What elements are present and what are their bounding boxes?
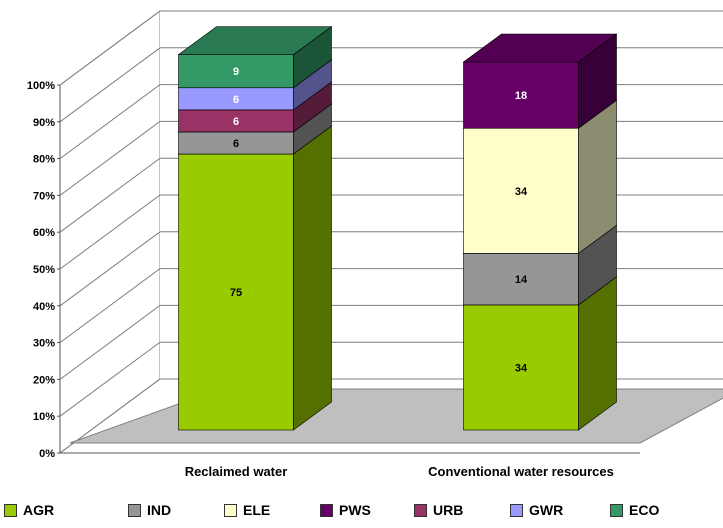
bar-front bbox=[178, 54, 294, 89]
data-label: 34 bbox=[515, 362, 528, 374]
legend-swatch bbox=[4, 503, 17, 517]
bar-segment-eco bbox=[177, 26, 333, 89]
y-tick-label: 90% bbox=[33, 117, 55, 129]
y-tick-label: 70% bbox=[33, 190, 55, 202]
category-label: Conventional water resources bbox=[428, 464, 614, 479]
data-label: 75 bbox=[230, 287, 242, 299]
data-labels: 75 6 6 6 9 34 14 34 18 bbox=[230, 66, 528, 374]
gridline bbox=[59, 10, 723, 86]
legend-swatch bbox=[320, 503, 333, 517]
bar-front bbox=[463, 304, 579, 431]
legend-swatch bbox=[414, 503, 427, 517]
data-label: 14 bbox=[515, 274, 528, 286]
bar-front bbox=[463, 127, 579, 254]
chart-floor bbox=[69, 388, 723, 444]
bar-top bbox=[177, 26, 333, 55]
legend-swatch bbox=[224, 503, 237, 517]
legend-label: PWS bbox=[339, 502, 371, 518]
data-label: 6 bbox=[233, 138, 239, 150]
legend-item-agr: AGR bbox=[4, 502, 54, 518]
data-label: 6 bbox=[233, 94, 239, 106]
legend-item-pws: PWS bbox=[320, 502, 371, 518]
y-tick-label: 50% bbox=[33, 264, 55, 276]
bar-segment-agr bbox=[177, 125, 333, 431]
legend-label: IND bbox=[147, 502, 172, 518]
y-tick-label: 10% bbox=[33, 411, 55, 423]
legend-item-gwr: GWR bbox=[510, 502, 563, 518]
legend-swatch bbox=[610, 503, 623, 517]
data-label: 18 bbox=[515, 90, 527, 102]
category-labels: Reclaimed water Conventional water resour… bbox=[185, 464, 614, 479]
legend-label: ECO bbox=[629, 502, 660, 518]
y-tick-label: 30% bbox=[33, 338, 55, 350]
y-tick-label: 60% bbox=[33, 227, 55, 239]
legend-label: ELE bbox=[243, 502, 271, 518]
y-tick-label: 20% bbox=[33, 374, 55, 386]
y-tick-label: 0% bbox=[39, 448, 55, 460]
legend: AGR IND ELE PWS URB GWR ECO bbox=[0, 502, 723, 524]
bar-top bbox=[462, 33, 618, 63]
y-tick-label: 40% bbox=[33, 301, 55, 313]
legend-item-eco: ECO bbox=[610, 502, 659, 518]
legend-label: GWR bbox=[529, 502, 564, 518]
legend-item-urb: URB bbox=[414, 502, 463, 518]
bar-segment-pws bbox=[462, 33, 618, 129]
data-label: 6 bbox=[233, 116, 239, 128]
bars bbox=[177, 26, 618, 431]
category-label: Reclaimed water bbox=[185, 464, 288, 479]
legend-swatch bbox=[128, 503, 141, 517]
bar-front bbox=[178, 153, 294, 431]
y-tick-label: 100% bbox=[27, 80, 55, 92]
bar-front bbox=[463, 61, 579, 129]
value-axis: 0% 10% 20% 30% 40% 50% 60% 70% 80% 90% 100% bbox=[27, 80, 640, 460]
bar-side bbox=[293, 125, 332, 431]
legend-label: AGR bbox=[23, 502, 55, 518]
floor-plane bbox=[69, 388, 723, 444]
y-tick-label: 80% bbox=[33, 154, 55, 166]
legend-item-ind: IND bbox=[128, 502, 171, 518]
legend-swatch bbox=[510, 503, 523, 517]
legend-label: URB bbox=[433, 502, 464, 518]
data-label: 9 bbox=[233, 66, 239, 78]
data-label: 34 bbox=[515, 186, 528, 198]
legend-item-ele: ELE bbox=[224, 502, 270, 518]
